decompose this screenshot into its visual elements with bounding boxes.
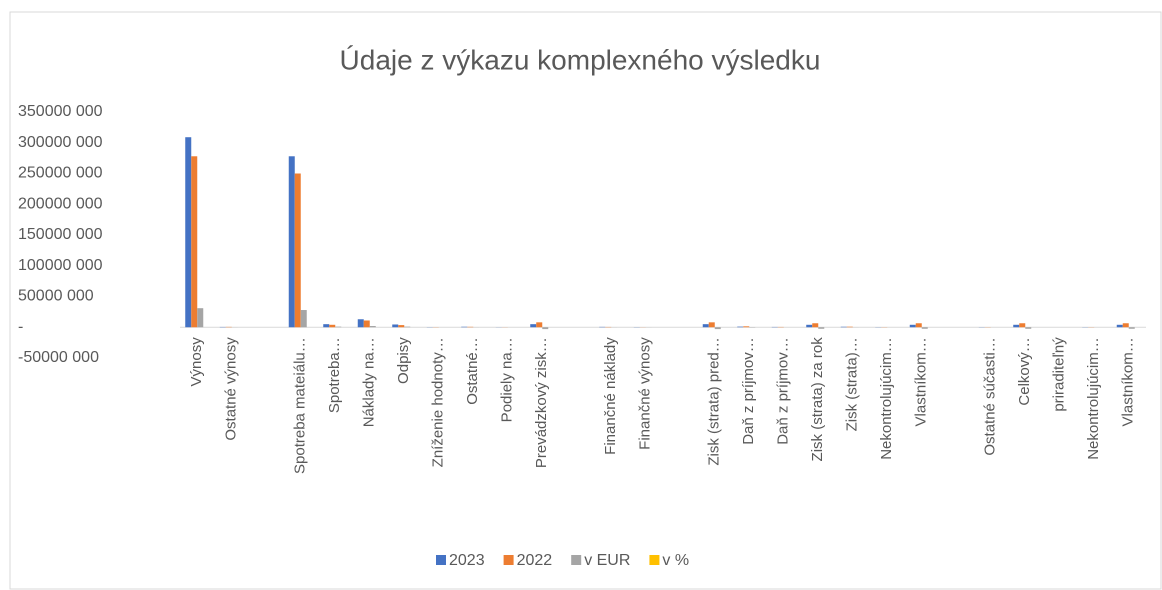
x-tick-label: Celkový… (1016, 337, 1033, 405)
x-tick-label: Náklady na… (361, 337, 378, 427)
bar (1013, 324, 1020, 328)
bar (708, 322, 715, 328)
x-tick-label: Nekontrolujúcim… (878, 337, 895, 460)
x-tick-label: Prevádzkový zisk… (533, 337, 550, 468)
bar (714, 327, 721, 330)
x-tick-label: Spotreba… (326, 337, 343, 413)
x-tick-label: Podiely na… (499, 337, 516, 422)
bar (702, 324, 709, 328)
bar (915, 323, 922, 328)
x-tick-label: Vlastníkom… (913, 337, 930, 426)
bar (185, 137, 192, 328)
bar (363, 320, 370, 328)
bar (909, 324, 916, 328)
bar (398, 325, 405, 328)
bar (542, 327, 549, 330)
y-tick-label: 250000 000 (18, 165, 103, 182)
legend-label: v % (662, 552, 689, 569)
legend-label: 2023 (449, 552, 485, 569)
bar (197, 308, 204, 328)
bar (335, 326, 342, 328)
bar (921, 327, 928, 329)
x-tick-label: priraditeľný (1051, 337, 1068, 412)
bar (300, 310, 307, 328)
x-tick-label: Zisk (strata) za rok (809, 337, 826, 462)
x-tick-label: Zníženie hodnoty… (430, 337, 447, 467)
legend-swatch (571, 555, 582, 565)
y-tick-label: 50000 000 (18, 288, 94, 305)
y-tick-label: 300000 000 (18, 134, 103, 151)
x-tick-label: Ostatné… (464, 337, 481, 405)
legend-label: 2022 (517, 552, 553, 569)
y-tick-label: 200000 000 (18, 195, 103, 212)
legend-swatch (649, 555, 660, 565)
x-tick-label: Daň z príjmov… (775, 337, 792, 445)
legend-label: v EUR (584, 552, 630, 569)
bar (1116, 324, 1123, 328)
bar (1025, 327, 1032, 329)
legend-swatch (436, 555, 446, 565)
x-tick-label: Ostatné súčasti… (982, 337, 999, 455)
bar (737, 326, 744, 328)
bar (392, 324, 399, 328)
y-tick-label: -50000 000 (18, 349, 99, 366)
bar (288, 156, 295, 328)
chart-title: Údaje z výkazu komplexného výsledku (340, 44, 821, 75)
x-tick-label: Finančné náklady (602, 337, 619, 455)
bar (1019, 323, 1026, 328)
x-tick-label: Odpisy (395, 337, 412, 384)
bar (806, 324, 813, 328)
bar (323, 324, 330, 328)
bar (818, 327, 825, 329)
x-tick-label: Nekontrolujúcim… (1085, 337, 1102, 460)
bar (1128, 327, 1135, 329)
bar (329, 324, 336, 328)
bar (294, 173, 301, 328)
x-tick-label: Zisk (strata)… (844, 337, 861, 431)
bar (846, 326, 853, 328)
x-tick-label: Daň z príjmov… (740, 337, 757, 445)
y-tick-label: - (18, 318, 23, 335)
bar (357, 319, 364, 328)
y-tick-label: 350000 000 (18, 103, 103, 120)
x-tick-label: Spotreba mateiálu… (292, 337, 309, 474)
chart-area (9, 11, 1162, 590)
y-tick-label: 150000 000 (18, 226, 103, 243)
bar (743, 326, 750, 328)
bar (369, 326, 376, 328)
bar (530, 324, 537, 328)
bar (404, 326, 411, 328)
bar (191, 156, 198, 328)
x-tick-label: Ostatné výnosy (223, 337, 240, 441)
y-tick-label: 100000 000 (18, 257, 103, 274)
legend-swatch (503, 555, 514, 565)
x-tick-label: Zisk (strata) pred… (706, 337, 723, 465)
bar (536, 322, 543, 328)
bar (812, 323, 819, 328)
x-tick-label: Finančné výnosy (637, 337, 654, 450)
x-tick-label: Výnosy (188, 337, 205, 387)
bar (1122, 323, 1129, 328)
x-tick-label: Vlastníkom… (1120, 337, 1137, 426)
